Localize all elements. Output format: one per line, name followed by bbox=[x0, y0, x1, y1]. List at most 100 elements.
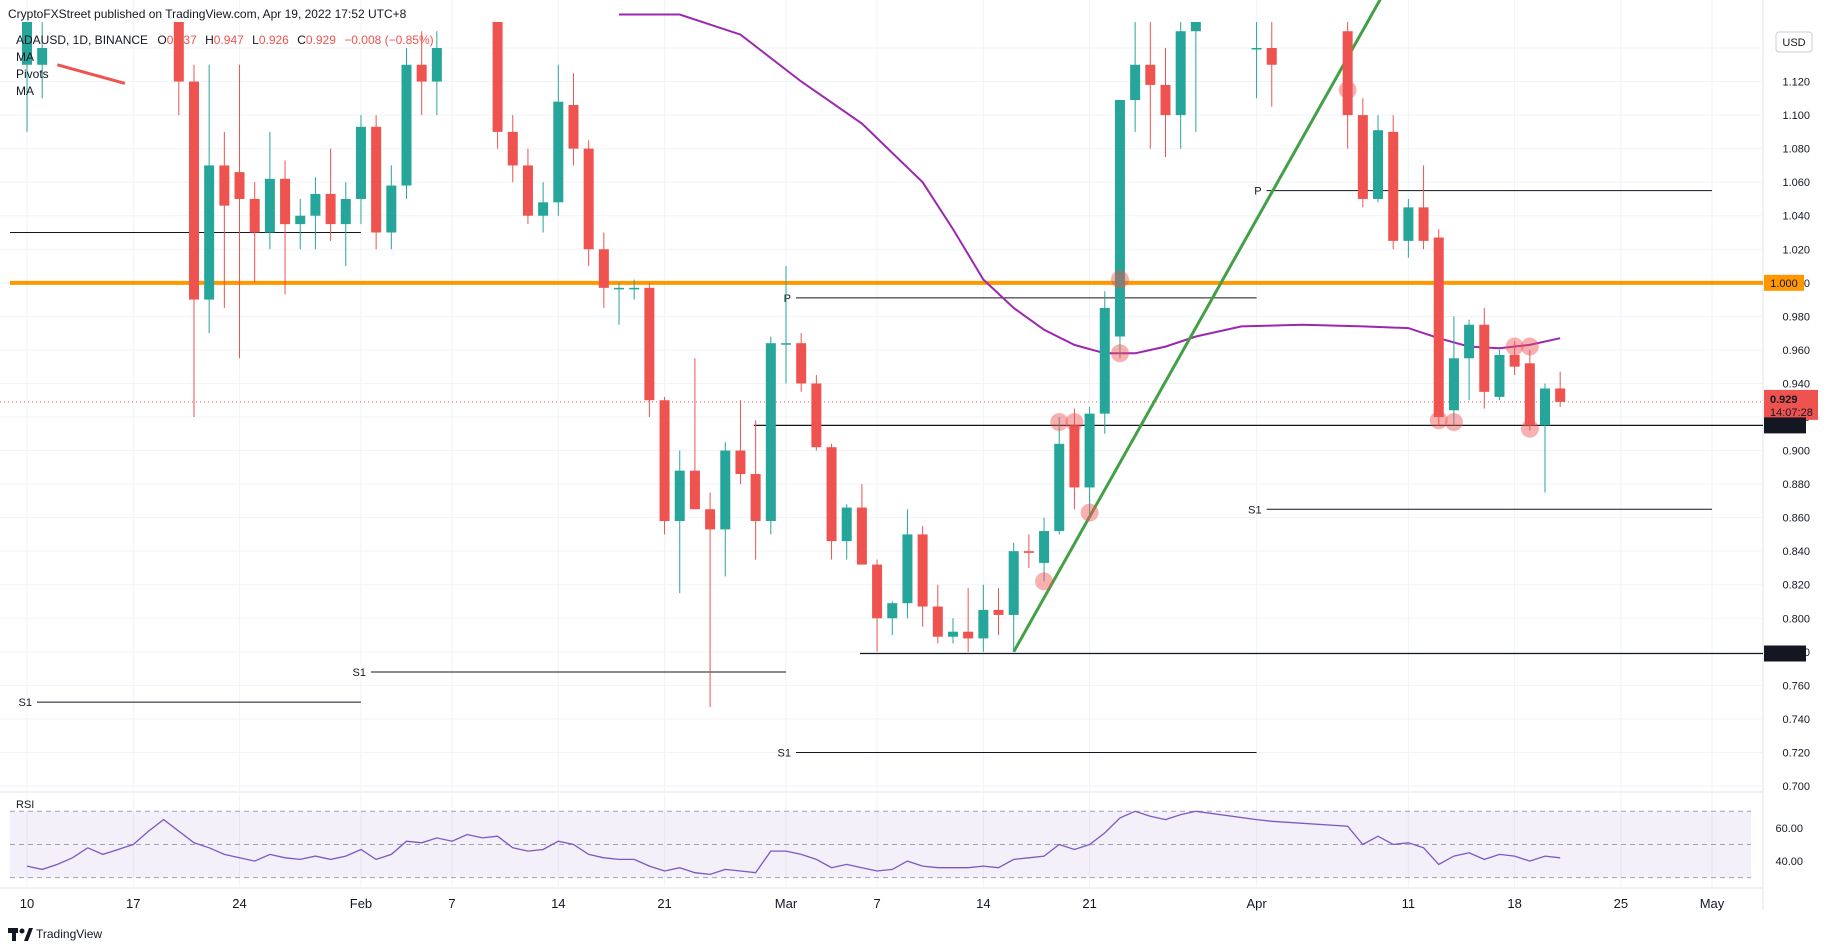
candle-body bbox=[340, 198, 351, 225]
price-tick-label: 1.060 bbox=[1782, 177, 1810, 189]
candle-body bbox=[1190, 22, 1201, 32]
candle-body bbox=[856, 507, 867, 565]
candle-body bbox=[386, 185, 397, 233]
indicator-ma-2[interactable]: MA bbox=[16, 84, 34, 98]
badge-last-price bbox=[1764, 389, 1818, 420]
rsi-tick-label: 40.00 bbox=[1775, 856, 1803, 868]
pivot-label: P bbox=[1254, 186, 1261, 198]
candle-body bbox=[234, 172, 245, 199]
candle-body bbox=[1266, 48, 1277, 65]
currency-label: USD bbox=[1782, 37, 1805, 49]
candle-body bbox=[1342, 31, 1353, 116]
currency-button[interactable]: USD bbox=[1775, 31, 1813, 53]
badge-0915 bbox=[1764, 417, 1806, 434]
candle-body bbox=[568, 105, 579, 149]
candle-body bbox=[674, 470, 685, 521]
candle-body bbox=[993, 609, 1004, 615]
candle-body bbox=[280, 178, 291, 225]
touch-markers bbox=[1035, 80, 1539, 591]
price-tick-label: 0.940 bbox=[1782, 378, 1810, 390]
time-tick-label: Mar bbox=[775, 896, 798, 911]
time-tick-label: 10 bbox=[20, 896, 34, 911]
price-tick-label: 1.020 bbox=[1782, 244, 1810, 256]
candle-body bbox=[1130, 64, 1141, 100]
price-tick-label: 1.120 bbox=[1782, 77, 1810, 89]
candle-body bbox=[1509, 354, 1520, 367]
candle-body bbox=[538, 202, 549, 216]
price-tick-label: 0.700 bbox=[1782, 781, 1810, 793]
candle-body bbox=[1479, 324, 1490, 392]
touch-marker bbox=[1110, 344, 1129, 363]
time-tick-label: 24 bbox=[232, 896, 246, 911]
tradingview-logo-text: TradingView bbox=[36, 927, 102, 941]
candle-body bbox=[37, 48, 48, 65]
candle-body bbox=[644, 287, 655, 401]
symbol-line: ADAUSD, 1D, BINANCE O0.937 H0.947 L0.926… bbox=[16, 33, 434, 47]
pivot-label: P bbox=[784, 293, 791, 305]
candle-body bbox=[735, 450, 746, 475]
touch-marker bbox=[1444, 413, 1463, 432]
candle-body bbox=[811, 383, 822, 448]
candle-body bbox=[1008, 551, 1019, 615]
time-tick-label: 7 bbox=[448, 896, 455, 911]
candles bbox=[22, 22, 1566, 708]
candle-body bbox=[1464, 324, 1475, 359]
high-value: 0.947 bbox=[214, 33, 244, 47]
touch-marker bbox=[1050, 413, 1069, 432]
low-value: 0.926 bbox=[259, 33, 289, 47]
candle-body bbox=[553, 101, 564, 203]
candle-body bbox=[598, 249, 609, 288]
pivot-label: S1 bbox=[1248, 504, 1261, 516]
published-line: CryptoFXStreet published on TradingView.… bbox=[8, 7, 407, 21]
candle-body bbox=[401, 64, 412, 186]
time-tick-label: 25 bbox=[1614, 896, 1628, 911]
candle-body bbox=[295, 215, 306, 225]
candle-body bbox=[325, 193, 336, 225]
time-tick-label: 11 bbox=[1402, 896, 1416, 911]
candle-body bbox=[1175, 31, 1186, 116]
price-tick-label: 0.840 bbox=[1782, 546, 1810, 558]
candle-body bbox=[507, 131, 518, 166]
candle-body bbox=[1388, 131, 1399, 241]
candle-body bbox=[947, 631, 958, 637]
touch-marker bbox=[1035, 572, 1054, 591]
time-tick-label: May bbox=[1700, 896, 1725, 911]
price-axis[interactable]: 0.7000.7200.7400.7600.7800.8000.8200.840… bbox=[1775, 43, 1810, 868]
candle-body bbox=[689, 470, 700, 510]
price-tick-label: 0.960 bbox=[1782, 345, 1810, 357]
candle-body bbox=[1448, 358, 1459, 411]
candle-body bbox=[249, 198, 260, 233]
candle-body bbox=[264, 178, 275, 233]
indicator-ma-1[interactable]: MA bbox=[16, 50, 34, 64]
candle-body bbox=[1433, 237, 1444, 417]
badge-0915-text: 0.915 bbox=[1770, 420, 1798, 432]
rsi-label: RSI bbox=[16, 799, 34, 811]
close-label: C bbox=[297, 33, 306, 47]
time-tick-label: 18 bbox=[1507, 896, 1521, 911]
candle-body bbox=[1084, 413, 1095, 488]
candle-body bbox=[522, 165, 533, 216]
touch-marker bbox=[1520, 419, 1539, 438]
candle-body bbox=[1069, 425, 1080, 488]
time-axis[interactable]: 10 17 24 Feb 7 14 21 Mar 7 14 21 Apr 11 18 25 May bbox=[20, 896, 1725, 911]
candle-body bbox=[1054, 443, 1065, 532]
candle-body bbox=[841, 507, 852, 542]
time-tick-label: 21 bbox=[657, 896, 671, 911]
candle-body bbox=[765, 343, 776, 521]
candle-body bbox=[1403, 207, 1414, 241]
close-value: 0.929 bbox=[306, 33, 336, 47]
candle-body bbox=[1023, 551, 1034, 553]
price-tick-label: 0.980 bbox=[1782, 311, 1810, 323]
candle-body bbox=[902, 534, 913, 604]
candle-body bbox=[826, 447, 837, 542]
indicator-pivots[interactable]: Pivots bbox=[16, 67, 49, 81]
time-tick-label: 17 bbox=[126, 896, 140, 911]
candle-body bbox=[1418, 207, 1429, 241]
badge-0779-text: 0.779 bbox=[1770, 648, 1798, 660]
candle-body bbox=[22, 22, 32, 65]
badge-1000-text: 1.000 bbox=[1770, 278, 1798, 290]
candle-body bbox=[1373, 130, 1384, 199]
change-value: −0.008 (−0.85%) bbox=[344, 33, 433, 47]
